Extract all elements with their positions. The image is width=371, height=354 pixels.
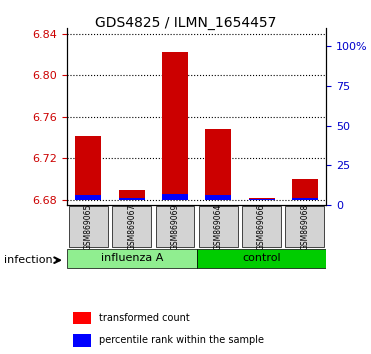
Text: influenza A: influenza A bbox=[101, 253, 163, 263]
Bar bbox=[292, 198, 318, 200]
FancyBboxPatch shape bbox=[67, 249, 197, 268]
FancyBboxPatch shape bbox=[242, 206, 281, 247]
Bar bbox=[292, 179, 318, 200]
Bar bbox=[162, 194, 188, 200]
Text: GSM869066: GSM869066 bbox=[257, 203, 266, 250]
Bar bbox=[249, 198, 275, 200]
Text: GDS4825 / ILMN_1654457: GDS4825 / ILMN_1654457 bbox=[95, 16, 276, 30]
Text: GSM869068: GSM869068 bbox=[301, 204, 309, 250]
Bar bbox=[73, 334, 91, 347]
FancyBboxPatch shape bbox=[285, 206, 324, 247]
FancyBboxPatch shape bbox=[155, 206, 194, 247]
Bar bbox=[249, 199, 275, 200]
Text: transformed count: transformed count bbox=[99, 313, 190, 323]
Text: control: control bbox=[242, 253, 281, 263]
Bar bbox=[73, 312, 91, 324]
FancyBboxPatch shape bbox=[197, 249, 326, 268]
FancyBboxPatch shape bbox=[69, 206, 108, 247]
Bar bbox=[162, 52, 188, 200]
Text: infection: infection bbox=[4, 255, 52, 265]
Bar bbox=[75, 195, 101, 200]
Bar bbox=[119, 198, 145, 200]
FancyBboxPatch shape bbox=[199, 206, 238, 247]
Bar bbox=[75, 136, 101, 200]
Bar bbox=[205, 195, 231, 200]
Bar bbox=[119, 190, 145, 200]
Text: GSM869065: GSM869065 bbox=[84, 203, 93, 250]
Text: percentile rank within the sample: percentile rank within the sample bbox=[99, 335, 265, 346]
FancyBboxPatch shape bbox=[112, 206, 151, 247]
Text: GSM869067: GSM869067 bbox=[127, 203, 136, 250]
Text: GSM869069: GSM869069 bbox=[171, 203, 180, 250]
Text: GSM869064: GSM869064 bbox=[214, 203, 223, 250]
Bar bbox=[205, 129, 231, 200]
